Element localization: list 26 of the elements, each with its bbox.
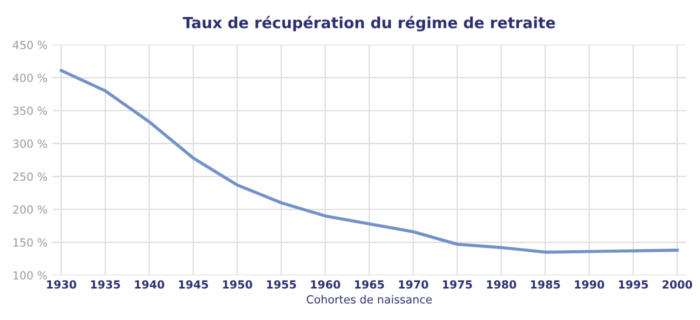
x-tick-label: 1965	[355, 280, 384, 289]
x-tick-label: 1945	[179, 280, 208, 289]
x-tick-label: 1985	[531, 280, 560, 289]
x-tick-label: 1955	[267, 280, 296, 289]
x-tick-label: 2000	[662, 280, 692, 289]
x-tick-label: 1995	[619, 280, 648, 289]
chart-title: Taux de récupération du régime de retraite	[182, 16, 556, 32]
y-tick-label: 450 %	[12, 40, 48, 50]
x-tick-label: 1980	[487, 280, 516, 289]
y-tick-label: 250 %	[13, 172, 48, 181]
x-axis-title: Cohortes de naissance	[306, 294, 432, 304]
y-tick-label: 150 %	[14, 238, 48, 247]
x-tick-label: 1990	[575, 280, 604, 289]
x-tick-label: 1970	[399, 280, 428, 289]
y-tick-label: 100 %	[14, 271, 48, 280]
line-series	[60, 68, 679, 254]
y-tick-label: 350 %	[13, 106, 48, 116]
x-tick-label: 1950	[223, 280, 252, 289]
y-tick-label: 200 %	[13, 205, 48, 214]
x-tick-label: 1975	[443, 280, 472, 289]
x-tick-label: 1935	[91, 280, 120, 289]
y-tick-label: 400 %	[12, 74, 48, 82]
x-tick-label: 1960	[311, 280, 340, 289]
y-tick-label: 300 %	[13, 140, 48, 148]
x-tick-label: 1940	[135, 280, 164, 289]
x-tick-label: 1930	[47, 280, 76, 289]
